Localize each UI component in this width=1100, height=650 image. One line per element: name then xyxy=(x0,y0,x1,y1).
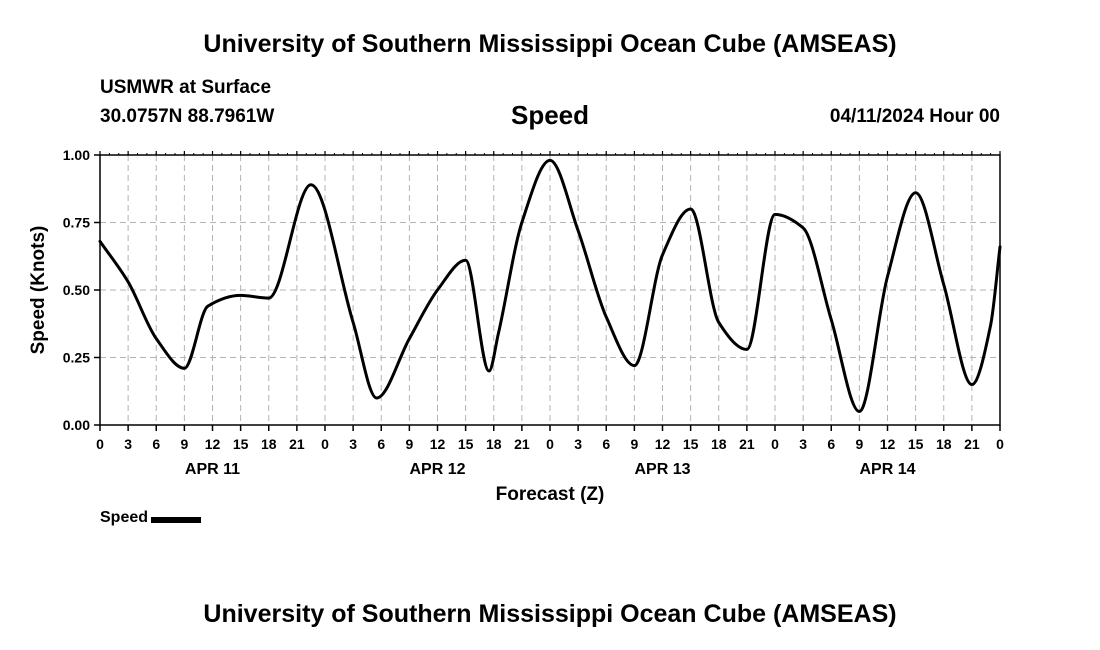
x-tick-label: 0 xyxy=(96,436,104,452)
x-tick-label: 18 xyxy=(486,436,502,452)
x-tick-label: 9 xyxy=(180,436,188,452)
date-label: APR 14 xyxy=(859,461,915,478)
x-tick-label: 9 xyxy=(405,436,413,452)
x-tick-label: 0 xyxy=(771,436,779,452)
x-tick-label: 3 xyxy=(799,436,807,452)
x-tick-label: 12 xyxy=(655,436,671,452)
x-tick-label: 15 xyxy=(233,436,249,452)
x-tick-label: 21 xyxy=(739,436,755,452)
x-tick-label: 3 xyxy=(574,436,582,452)
x-tick-label: 9 xyxy=(630,436,638,452)
x-axis-label: Forecast (Z) xyxy=(496,484,605,505)
x-tick-label: 15 xyxy=(908,436,924,452)
x-tick-label: 15 xyxy=(458,436,474,452)
legend-swatch xyxy=(151,516,202,523)
y-tick-label: 0.25 xyxy=(63,350,90,366)
x-tick-label: 6 xyxy=(602,436,610,452)
x-tick-label: 18 xyxy=(711,436,727,452)
x-tick-label: 18 xyxy=(936,436,952,452)
x-tick-label: 12 xyxy=(205,436,221,452)
x-tick-label: 18 xyxy=(261,436,277,452)
date-label: APR 13 xyxy=(634,461,690,478)
y-tick-label: 0.50 xyxy=(63,282,90,298)
x-tick-label: 21 xyxy=(964,436,980,452)
coordinates-label: 30.0757N 88.7961W xyxy=(100,106,275,127)
y-axis-label: Speed (Knots) xyxy=(28,226,49,355)
x-tick-label: 6 xyxy=(377,436,385,452)
x-tick-label: 12 xyxy=(880,436,896,452)
station-label: USMWR at Surface xyxy=(100,77,272,98)
x-tick-label: 3 xyxy=(124,436,132,452)
chart-title: University of Southern Mississippi Ocean… xyxy=(203,30,897,58)
x-tick-label: 6 xyxy=(827,436,835,452)
forecast-datetime: 04/11/2024 Hour 00 xyxy=(829,106,1000,127)
date-labels: APR 11 APR 12 APR 13 APR 14 xyxy=(185,461,916,478)
x-tick-label: 0 xyxy=(546,436,554,452)
x-tick-label: 9 xyxy=(855,436,863,452)
x-tick-label: 0 xyxy=(996,436,1004,452)
y-tick-label: 0.75 xyxy=(63,215,90,231)
date-label: APR 11 xyxy=(185,461,240,478)
x-tick-label: 21 xyxy=(289,436,305,452)
variable-title: Speed xyxy=(510,100,590,130)
y-tick-label: 0.00 xyxy=(63,417,90,433)
x-tick-label: 3 xyxy=(349,436,357,452)
legend: Speed xyxy=(100,509,202,527)
grid-lines xyxy=(100,155,1000,425)
x-tick-label: 21 xyxy=(514,436,530,452)
y-axis: 0.00 0.25 0.50 0.75 1.00 xyxy=(63,147,100,433)
y-tick-label: 1.00 xyxy=(63,147,90,163)
x-tick-label: 6 xyxy=(152,436,160,452)
x-tick-label: 15 xyxy=(683,436,699,452)
x-tick-label: 0 xyxy=(321,436,329,452)
speed-series-line xyxy=(98,158,1002,413)
footer-title: University of Southern Mississippi Ocean… xyxy=(203,600,897,628)
date-label: APR 12 xyxy=(409,461,465,478)
legend-label: Speed xyxy=(100,509,149,526)
x-tick-label: 12 xyxy=(430,436,446,452)
x-axis: 0 3 6 9 12 15 18 21 0 3 6 9 12 15 18 21 0 3 6 9 12 15 18 21 0 3 6 9… xyxy=(96,151,1004,452)
